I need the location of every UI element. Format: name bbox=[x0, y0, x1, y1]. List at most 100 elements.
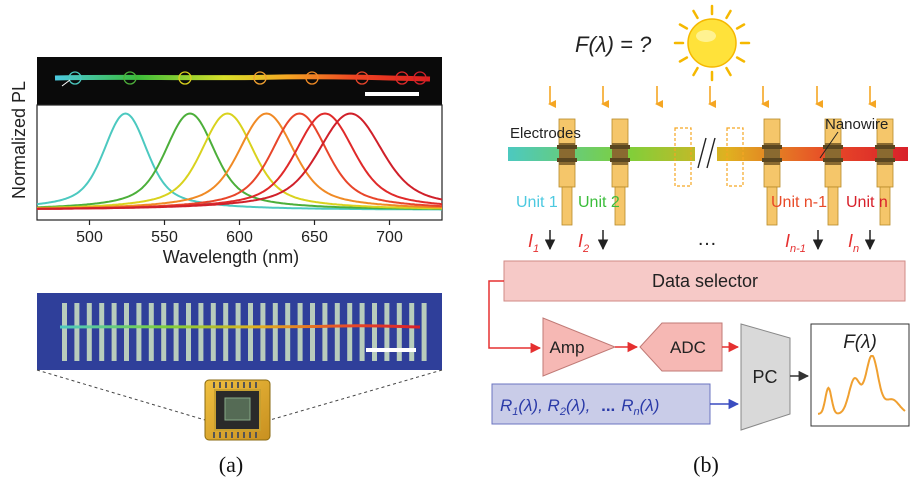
electrode-finger bbox=[297, 303, 303, 361]
electrode-finger bbox=[186, 303, 191, 361]
caption-a: (a) bbox=[219, 452, 243, 477]
adc-label: ADC bbox=[670, 338, 706, 357]
electrode-finger bbox=[322, 303, 328, 361]
nanowire-label: Nanowire bbox=[825, 116, 888, 133]
electrode bbox=[610, 118, 630, 226]
electrode-finger bbox=[124, 303, 129, 361]
x-tick-label: 550 bbox=[151, 229, 178, 246]
scale-bar-bottom bbox=[366, 348, 416, 352]
electrode-finger bbox=[235, 303, 241, 361]
electrode-omitted bbox=[674, 127, 692, 187]
electrode bbox=[823, 118, 843, 226]
unit-n-label: Unit n bbox=[846, 194, 888, 211]
measurement-circle bbox=[305, 71, 319, 85]
chip-package bbox=[204, 379, 271, 441]
pc-label: PC bbox=[752, 367, 777, 387]
electrode-finger bbox=[223, 303, 229, 361]
measurement-circle bbox=[178, 71, 192, 85]
wire-break-slash-2 bbox=[706, 137, 716, 169]
electrode-finger bbox=[86, 303, 92, 361]
electrode-finger bbox=[74, 303, 80, 361]
measurement-circle bbox=[413, 71, 427, 85]
electrode-finger bbox=[148, 303, 154, 361]
output-spectrum-title: F(λ) bbox=[843, 332, 877, 353]
measurement-circle bbox=[123, 71, 137, 85]
y-axis-label: Normalized PL bbox=[9, 81, 29, 199]
pc-block bbox=[740, 323, 791, 431]
amp-block bbox=[542, 317, 617, 377]
pl-curves bbox=[36, 112, 443, 211]
zoom-line-right bbox=[269, 369, 443, 421]
data-selector-label: Data selector bbox=[652, 271, 758, 291]
current-2: I2 bbox=[578, 231, 589, 255]
electrode bbox=[762, 118, 782, 226]
electrode-fingers bbox=[62, 303, 427, 361]
pl-spectrum-chart: 500 550 600 650 700 Normalized PL Wavelength… bbox=[9, 81, 443, 267]
nanowire-on-array bbox=[59, 324, 421, 329]
data-selector-block bbox=[503, 260, 906, 302]
wire-break-slash-1 bbox=[697, 137, 707, 169]
current-labels: I1 I2 In-1 In … bbox=[528, 228, 859, 255]
x-axis-ticks: 500 550 600 650 700 bbox=[76, 220, 403, 246]
electrode-finger bbox=[111, 303, 117, 361]
output-spectrum-box bbox=[810, 323, 910, 427]
response-functions-text: R1(λ), R2(λ), ... Rn(λ) bbox=[500, 396, 659, 418]
amp-label: Amp bbox=[550, 338, 585, 357]
scale-bar-top bbox=[365, 92, 419, 96]
electrode-finger bbox=[384, 303, 390, 361]
panel-b: F(λ) = ? Electrodes Nanowire Unit 1 Unit… bbox=[488, 4, 910, 477]
electrode-finger bbox=[248, 303, 253, 361]
unit-n-1-label: Unit n-1 bbox=[771, 194, 827, 211]
measurement-circle bbox=[253, 71, 267, 85]
measurement-circle bbox=[68, 71, 82, 85]
selector-to-amp-line bbox=[488, 280, 542, 354]
x-tick-label: 650 bbox=[301, 229, 328, 246]
incident-light-arrows bbox=[548, 86, 876, 108]
electrode-finger bbox=[409, 303, 415, 361]
zoom-line-left bbox=[36, 369, 206, 421]
current-arrows bbox=[544, 230, 876, 251]
electrode-finger bbox=[99, 303, 105, 361]
electrode-finger bbox=[161, 303, 167, 361]
electrode-finger bbox=[136, 303, 142, 361]
current-n: In bbox=[848, 231, 859, 255]
electrode bbox=[557, 118, 577, 226]
ellipsis: … bbox=[697, 228, 717, 250]
electrode-finger bbox=[334, 303, 340, 361]
electrode bbox=[875, 118, 895, 226]
electrode-finger bbox=[347, 303, 353, 361]
sun-icon bbox=[673, 4, 751, 82]
pl-curve-7 bbox=[36, 112, 443, 210]
electrode-finger bbox=[260, 303, 266, 361]
electrodes-label: Electrodes bbox=[510, 125, 581, 142]
measurement-circle bbox=[395, 71, 409, 85]
response-functions-block bbox=[491, 383, 711, 425]
electrode-finger bbox=[372, 303, 377, 361]
x-tick-label: 600 bbox=[226, 229, 253, 246]
measurement-circle bbox=[355, 71, 369, 85]
electrode-finger bbox=[272, 303, 278, 361]
electrode-finger bbox=[173, 303, 179, 361]
electrode-finger bbox=[421, 303, 427, 361]
pl-curve-2 bbox=[36, 112, 442, 210]
x-tick-label: 500 bbox=[76, 229, 103, 246]
x-tick-label: 700 bbox=[376, 229, 403, 246]
unit-1-label: Unit 1 bbox=[516, 194, 558, 211]
electrode-finger bbox=[285, 303, 291, 361]
nanowire-micrograph bbox=[37, 57, 442, 105]
electrode-finger bbox=[210, 303, 216, 361]
electrode-omitted bbox=[726, 127, 744, 187]
electrode-finger bbox=[310, 303, 315, 361]
electrode-finger bbox=[62, 303, 67, 361]
current-1: I1 bbox=[528, 231, 539, 255]
current-n-1: In-1 bbox=[785, 231, 806, 255]
electrode-finger bbox=[359, 303, 365, 361]
x-axis-label: Wavelength (nm) bbox=[163, 247, 299, 267]
electrodes bbox=[557, 118, 895, 226]
electrode-finger bbox=[198, 303, 204, 361]
unit-2-label: Unit 2 bbox=[578, 194, 620, 211]
panel-a: 500 550 600 650 700 Normalized PL Wavelength… bbox=[9, 57, 443, 477]
nanowire-pointer bbox=[819, 131, 839, 159]
nanowire-emission bbox=[54, 74, 431, 82]
